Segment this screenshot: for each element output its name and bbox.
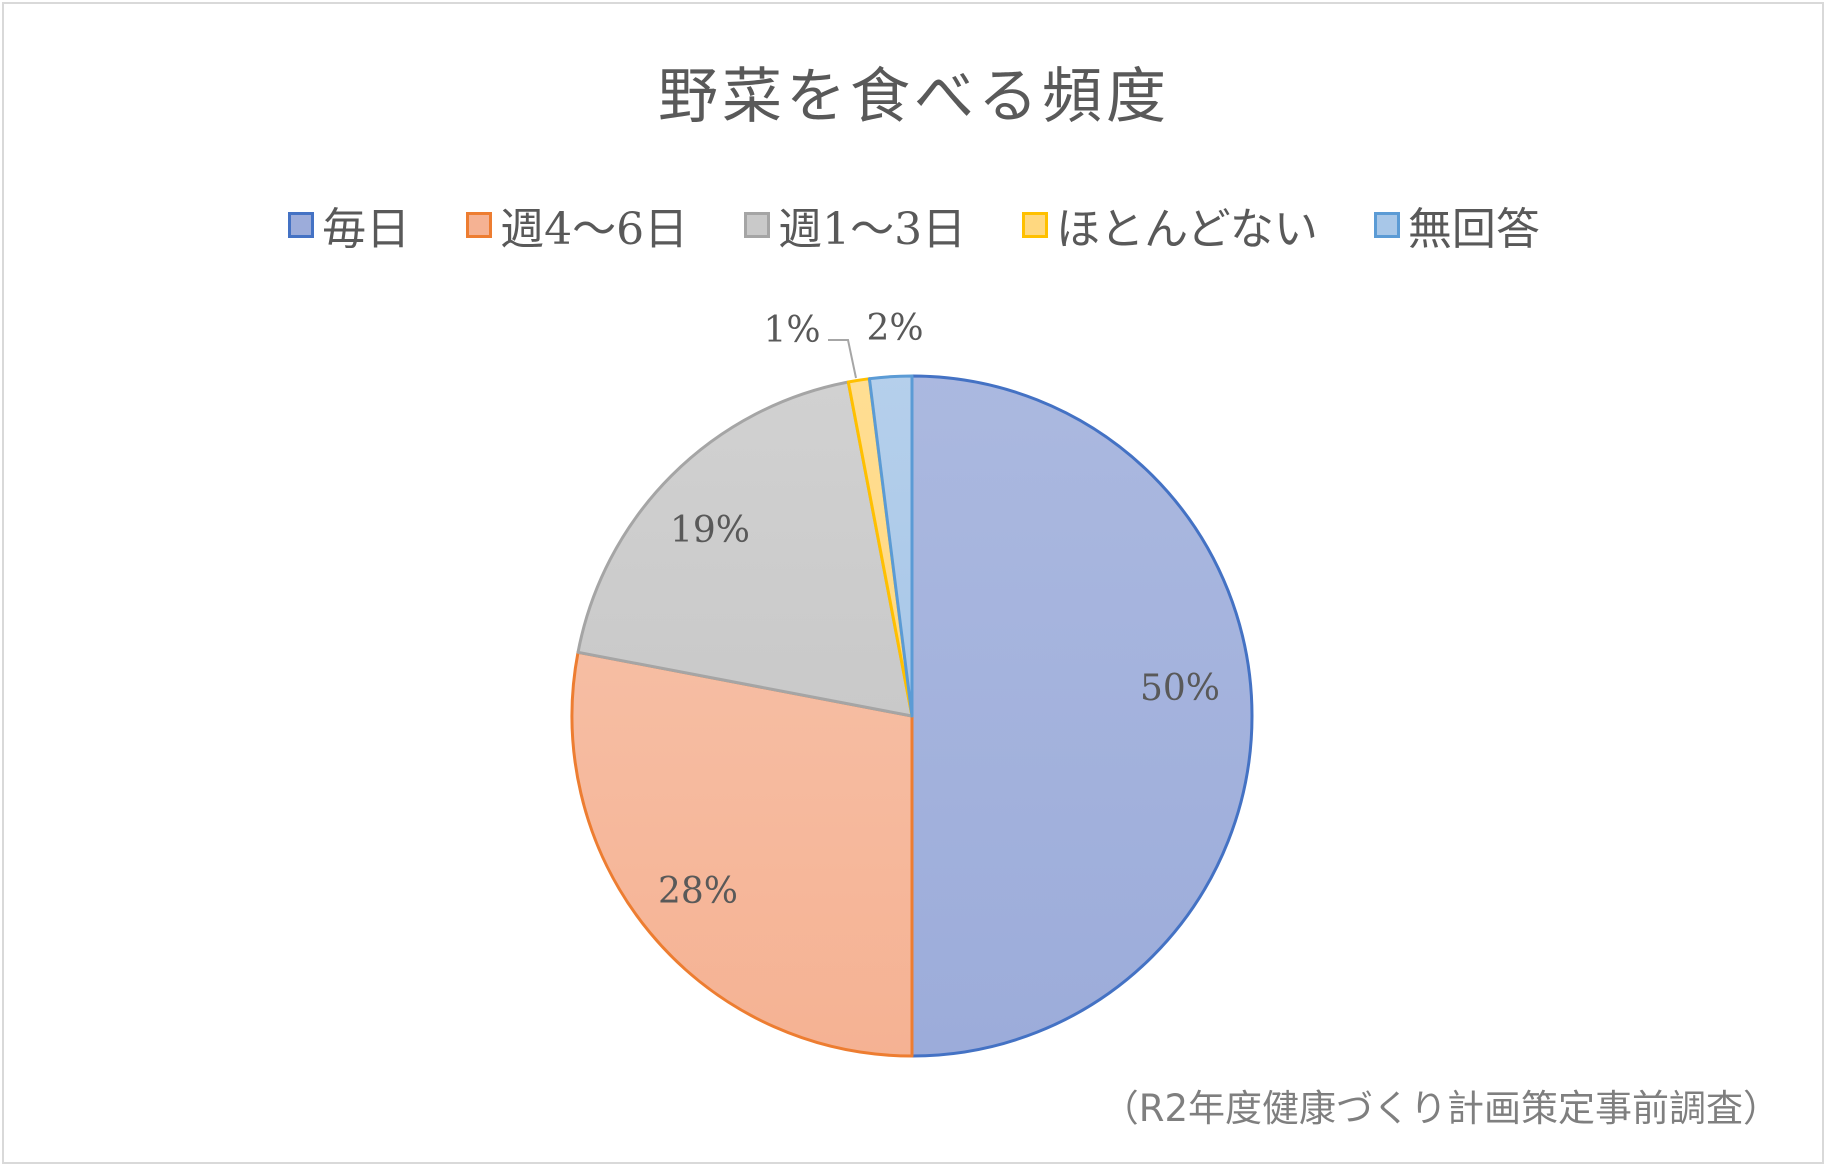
chart-title: 野菜を食べる頻度 — [658, 62, 1170, 132]
legend: 毎日 週4〜6日 週1〜3日 ほとんどない 無回答 — [0, 193, 1828, 257]
data-label: 19% — [670, 510, 750, 551]
legend-label: 週1〜3日 — [778, 204, 967, 255]
legend-item-mainichi: 毎日 — [288, 193, 410, 257]
legend-swatch — [1373, 212, 1400, 238]
legend-item-week-4-6: 週4〜6日 — [466, 193, 688, 257]
legend-item-mukaitou: 無回答 — [1373, 193, 1540, 257]
legend-swatch — [744, 212, 771, 238]
data-label: 28% — [658, 871, 738, 912]
data-label: 2% — [866, 308, 923, 349]
legend-label: 週4〜6日 — [500, 204, 689, 255]
legend-swatch — [1022, 212, 1049, 238]
data-label: 50% — [1140, 668, 1220, 709]
legend-label: 無回答 — [1407, 204, 1540, 255]
slice-week-1-3 — [576, 380, 914, 718]
data-label: 1% — [763, 310, 820, 351]
source-note: （R2年度健康づくり計画策定事前調査） — [1101, 1087, 1780, 1130]
slice-mainichi — [910, 374, 1254, 1058]
legend-swatch — [466, 212, 493, 238]
legend-label: ほとんどない — [1056, 204, 1318, 255]
leader-line — [828, 339, 857, 379]
legend-swatch — [288, 212, 315, 238]
legend-item-hotondo-nai: ほとんどない — [1022, 193, 1318, 257]
legend-label: 毎日 — [322, 204, 411, 255]
slice-mukaitou — [867, 374, 914, 718]
legend-item-week-1-3: 週1〜3日 — [744, 193, 966, 257]
slice-week-4-6 — [570, 650, 914, 1058]
